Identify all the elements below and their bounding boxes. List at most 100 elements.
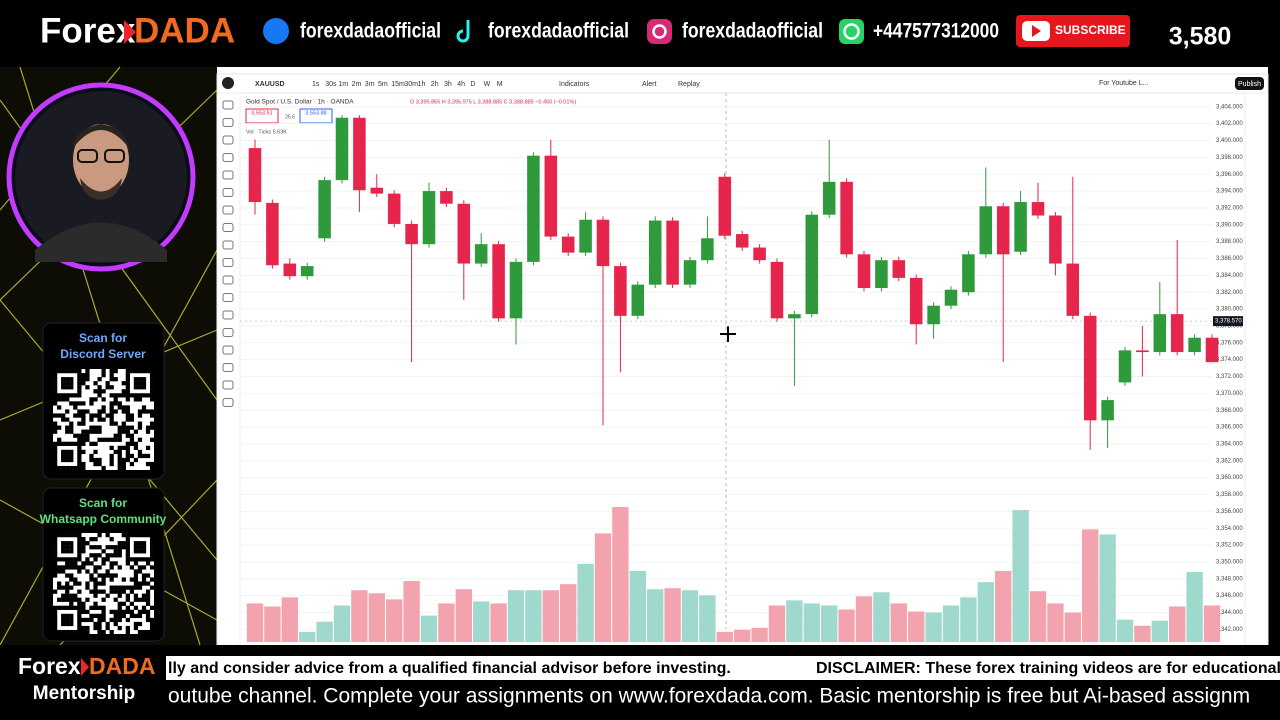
phone-number[interactable]: +447577312000: [873, 20, 999, 43]
qr-module: [57, 441, 62, 446]
qr-module: [113, 617, 118, 623]
qr-module: [105, 593, 110, 598]
qr-module: [137, 409, 143, 414]
qr-module: [129, 461, 134, 467]
candle-body: [927, 305, 940, 325]
subscribe-label[interactable]: SUBSCRIBE: [1055, 23, 1126, 37]
qr-module: [117, 461, 122, 467]
candle-body: [683, 260, 697, 285]
qr-module: [145, 561, 151, 566]
qr-module: [85, 437, 90, 442]
qr-module: [125, 453, 130, 459]
qr-module: [53, 533, 58, 538]
social-handle[interactable]: forexdadaofficial: [682, 20, 823, 43]
qr-module: [125, 393, 130, 398]
timeframe[interactable]: M: [497, 81, 503, 88]
candle-body: [614, 266, 627, 316]
qr-module: [85, 629, 90, 635]
qr-module: [117, 617, 122, 623]
qr-module: [97, 461, 102, 467]
qr-module: [137, 425, 143, 430]
publish-button[interactable]: [1235, 77, 1264, 90]
qr-module: [65, 565, 70, 570]
qr-module: [73, 441, 78, 446]
qr-module: [65, 561, 70, 566]
buy-box[interactable]: [299, 108, 333, 124]
qr-module: [101, 617, 106, 623]
tool-icon: [222, 328, 234, 337]
candle-body: [405, 223, 418, 245]
timeframe[interactable]: 2h: [431, 81, 439, 88]
qr-module: [61, 565, 66, 570]
qr-module: [117, 625, 122, 631]
timeframe[interactable]: 1h: [418, 81, 426, 88]
timeframe[interactable]: 1m: [338, 81, 348, 88]
qr-module: [97, 389, 102, 394]
timeframe[interactable]: D: [470, 81, 475, 88]
qr-module: [113, 401, 118, 406]
candle-body: [335, 117, 349, 181]
qr-module: [137, 585, 143, 590]
volume-bar: [351, 590, 368, 642]
y-tick-label: 3,386.000: [1216, 256, 1243, 262]
qr-module: [69, 573, 74, 578]
symbol[interactable]: XAUUSD: [255, 81, 285, 88]
qr-module: [149, 385, 155, 390]
qr-module: [109, 561, 114, 566]
qr-module: [101, 409, 106, 414]
y-tick-label: 3,370.000: [1216, 391, 1243, 397]
y-tick-label: 3,358.000: [1216, 492, 1243, 498]
social-handle[interactable]: forexdadaofficial: [300, 20, 441, 43]
qr-module: [69, 425, 74, 430]
qr-module: [121, 589, 126, 594]
buy-price[interactable]: 3,553.88: [305, 110, 326, 116]
volume-bar: [1169, 606, 1186, 642]
qr-module: [137, 453, 143, 459]
qr-module: [73, 565, 78, 570]
qr-module: [77, 581, 82, 586]
timeframe[interactable]: 30m: [404, 81, 418, 88]
qr-module: [125, 445, 130, 450]
sell-price[interactable]: 3,553.51: [251, 110, 272, 116]
candle-body: [648, 220, 662, 285]
qr-module: [77, 541, 82, 546]
candle-body: [1136, 350, 1149, 353]
timeframe[interactable]: 15m: [391, 81, 405, 88]
qr-module: [149, 545, 155, 550]
candle-body: [909, 277, 923, 325]
candle-body: [631, 284, 645, 316]
timeframe[interactable]: 1s: [312, 81, 320, 88]
sell-box[interactable]: [245, 108, 279, 124]
candle-body: [822, 181, 836, 215]
layout-name[interactable]: For Youtube L...: [1099, 80, 1148, 87]
qr-module: [89, 397, 94, 402]
qr-module: [133, 605, 139, 610]
volume-bar: [525, 590, 542, 642]
timeframe[interactable]: 3h: [444, 81, 452, 88]
qr-module: [141, 605, 147, 610]
candle-body: [875, 260, 888, 289]
timeframe[interactable]: 4h: [457, 81, 465, 88]
qr-module: [129, 425, 134, 430]
timeframe[interactable]: 5m: [378, 81, 388, 88]
qr-module: [89, 545, 94, 550]
qr-module: [85, 557, 90, 562]
social-handle[interactable]: forexdadaofficial: [488, 20, 629, 43]
qr-module: [53, 369, 58, 374]
volume-bar: [420, 615, 438, 642]
qr-module: [117, 549, 122, 554]
publish-label[interactable]: Publish: [1238, 81, 1261, 88]
top-toolbar: [216, 73, 1269, 94]
candle-body: [805, 214, 819, 315]
qr-module: [93, 457, 98, 463]
qr-module: [81, 609, 86, 614]
qr-module: [69, 601, 74, 606]
qr-module: [141, 541, 147, 546]
y-tick-label: 3,342.000: [1216, 627, 1243, 633]
volume-bar: [246, 603, 264, 642]
timeframe[interactable]: 30s: [325, 81, 337, 88]
timeframe[interactable]: W: [484, 81, 491, 88]
qr-module: [141, 409, 147, 414]
timeframe[interactable]: 2m: [352, 81, 362, 88]
timeframe[interactable]: 3m: [365, 81, 375, 88]
